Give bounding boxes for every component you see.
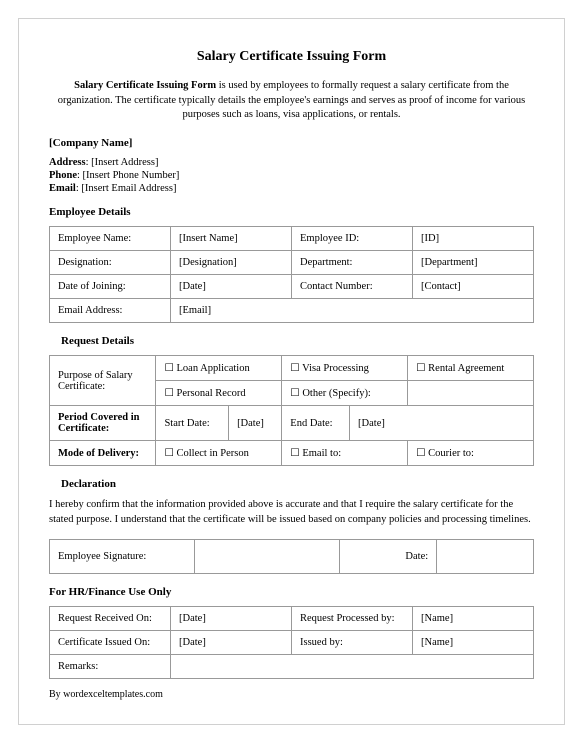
cell-label: Period Covered in Certificate:: [50, 406, 156, 441]
cell-label: End Date:: [282, 406, 350, 441]
cell-label: Employee ID:: [292, 227, 413, 251]
cell-label: Email Address:: [50, 299, 171, 323]
cell-value[interactable]: [Date]: [171, 607, 292, 631]
cell-value[interactable]: [Email]: [171, 299, 534, 323]
cell-label: Employee Signature:: [50, 540, 195, 574]
checkbox-option[interactable]: ☐ Courier to:: [408, 441, 534, 466]
cell-value[interactable]: [171, 655, 534, 679]
cell-label: Start Date:: [156, 406, 229, 441]
checkbox-option[interactable]: ☐ Loan Application: [156, 356, 282, 381]
intro-bold: Salary Certificate Issuing Form: [74, 80, 216, 91]
section-request: Request Details: [49, 335, 534, 347]
cell-value[interactable]: [Name]: [413, 607, 534, 631]
cell-value[interactable]: [Department]: [413, 251, 534, 275]
checkbox-option[interactable]: ☐ Rental Agreement: [408, 356, 534, 381]
section-declaration: Declaration: [49, 478, 534, 490]
cell-label: Date of Joining:: [50, 275, 171, 299]
checkbox-option[interactable]: ☐ Visa Processing: [282, 356, 408, 381]
company-phone: Phone: [Insert Phone Number]: [49, 170, 534, 181]
checkbox-option[interactable]: ☐ Personal Record: [156, 381, 282, 406]
cell-label: Department:: [292, 251, 413, 275]
section-hr: For HR/Finance Use Only: [49, 586, 534, 598]
cell-label: Request Processed by:: [292, 607, 413, 631]
employee-details-table: Employee Name: [Insert Name] Employee ID…: [49, 226, 534, 323]
table-row: Date of Joining: [Date] Contact Number: …: [50, 275, 534, 299]
cell-value[interactable]: [Name]: [413, 631, 534, 655]
cell-value[interactable]: [Designation]: [171, 251, 292, 275]
table-row: Employee Signature: Date:: [50, 540, 534, 574]
cell-value[interactable]: [Date]: [171, 275, 292, 299]
signature-table: Employee Signature: Date:: [49, 539, 534, 574]
hr-table: Request Received On: [Date] Request Proc…: [49, 606, 534, 679]
cell-value[interactable]: [408, 381, 534, 406]
cell-label: Designation:: [50, 251, 171, 275]
attribution: By wordexceltemplates.com: [49, 689, 534, 700]
table-row: Remarks:: [50, 655, 534, 679]
cell-value[interactable]: [195, 540, 340, 574]
declaration-text: I hereby confirm that the information pr…: [49, 498, 534, 527]
cell-value[interactable]: [Date]: [350, 406, 534, 441]
table-row: Mode of Delivery: ☐ Collect in Person ☐ …: [50, 441, 534, 466]
cell-label: Purpose of Salary Certificate:: [50, 356, 156, 406]
intro-text: Salary Certificate Issuing Form is used …: [49, 79, 534, 123]
company-email: Email: [Insert Email Address]: [49, 183, 534, 194]
checkbox-option[interactable]: ☐ Email to:: [282, 441, 408, 466]
company-name: [Company Name]: [49, 137, 534, 149]
table-row: Employee Name: [Insert Name] Employee ID…: [50, 227, 534, 251]
section-employee: Employee Details: [49, 206, 534, 218]
cell-value[interactable]: [ID]: [413, 227, 534, 251]
cell-label: Certificate Issued On:: [50, 631, 171, 655]
cell-label: Employee Name:: [50, 227, 171, 251]
table-row: Email Address: [Email]: [50, 299, 534, 323]
cell-value[interactable]: [Date]: [171, 631, 292, 655]
checkbox-option[interactable]: ☐ Other (Specify):: [282, 381, 408, 406]
request-details-table: Purpose of Salary Certificate: ☐ Loan Ap…: [49, 355, 534, 466]
cell-value[interactable]: [437, 540, 534, 574]
cell-value[interactable]: [Contact]: [413, 275, 534, 299]
form-page: Salary Certificate Issuing Form Salary C…: [18, 18, 565, 725]
table-row: Purpose of Salary Certificate: ☐ Loan Ap…: [50, 356, 534, 381]
company-address: Address: [Insert Address]: [49, 157, 534, 168]
cell-label: Date:: [340, 540, 437, 574]
cell-label: Mode of Delivery:: [50, 441, 156, 466]
table-row: Designation: [Designation] Department: […: [50, 251, 534, 275]
table-row: Request Received On: [Date] Request Proc…: [50, 607, 534, 631]
checkbox-option[interactable]: ☐ Collect in Person: [156, 441, 282, 466]
cell-label: Request Received On:: [50, 607, 171, 631]
page-title: Salary Certificate Issuing Form: [49, 49, 534, 65]
cell-label: Remarks:: [50, 655, 171, 679]
cell-value[interactable]: [Insert Name]: [171, 227, 292, 251]
cell-label: Contact Number:: [292, 275, 413, 299]
table-row: Period Covered in Certificate: Start Dat…: [50, 406, 534, 441]
cell-label: Issued by:: [292, 631, 413, 655]
cell-value[interactable]: [Date]: [229, 406, 282, 441]
table-row: Certificate Issued On: [Date] Issued by:…: [50, 631, 534, 655]
